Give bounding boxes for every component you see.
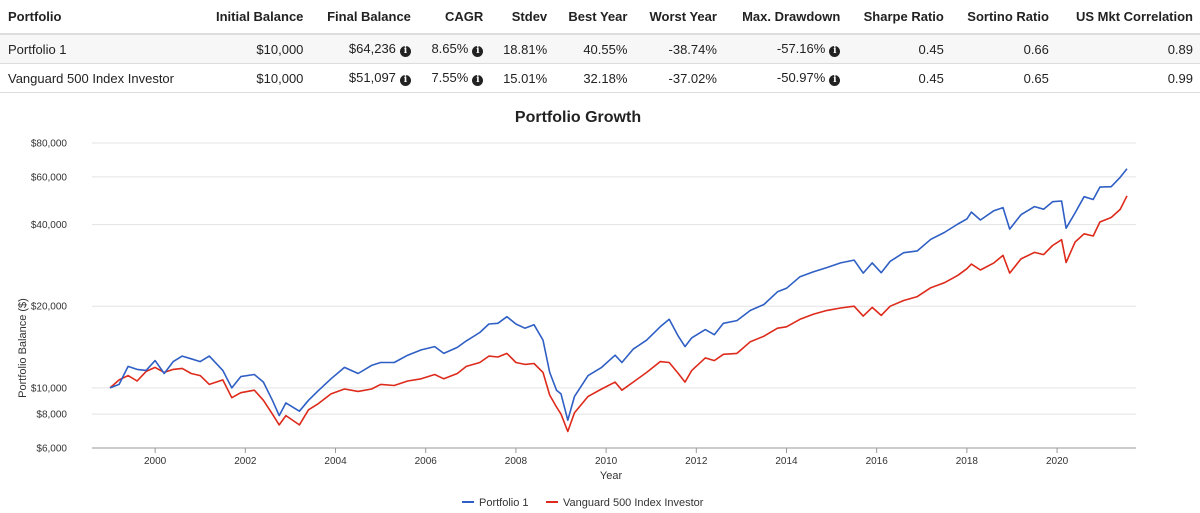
cell-value-stdev: 15.01% bbox=[503, 70, 548, 86]
y-tick-label: $60,000 bbox=[31, 172, 68, 183]
cell-name: Portfolio 1 bbox=[0, 34, 199, 64]
chart-series bbox=[109, 168, 1128, 433]
cell-stdev: 18.81% bbox=[490, 34, 555, 64]
legend-label: Vanguard 500 Index Investor bbox=[563, 497, 704, 509]
col-header-1[interactable]: Initial Balance bbox=[198, 0, 311, 35]
col-header-0[interactable]: Portfolio bbox=[0, 0, 199, 35]
legend-item-1[interactable]: Vanguard 500 Index Investor bbox=[546, 497, 704, 509]
col-header-6[interactable]: Worst Year bbox=[634, 0, 724, 35]
chart-gridlines bbox=[92, 142, 1136, 449]
cell-value-cagr: 7.55% bbox=[431, 70, 469, 85]
cell-maxdd: -50.97% i bbox=[723, 63, 848, 93]
y-tick-label: $10,000 bbox=[31, 383, 68, 394]
x-tick-label: 2002 bbox=[234, 456, 257, 467]
col-header-2[interactable]: Final Balance bbox=[310, 0, 418, 35]
cell-value-name: Portfolio 1 bbox=[8, 41, 67, 57]
cell-initial: $10,000 bbox=[198, 63, 311, 93]
cell-cagr: 7.55% i bbox=[417, 63, 491, 93]
info-icon[interactable]: i bbox=[472, 46, 484, 57]
col-header-5[interactable]: Best Year bbox=[554, 0, 635, 35]
col-header-8[interactable]: Sharpe Ratio bbox=[847, 0, 951, 35]
x-tick-label: 2020 bbox=[1046, 456, 1069, 467]
x-axis-label: Year bbox=[600, 470, 623, 482]
cell-value-best: 40.55% bbox=[583, 41, 628, 57]
cell-value-name: Vanguard 500 Index Investor bbox=[8, 70, 174, 86]
cell-stdev: 15.01% bbox=[490, 63, 555, 93]
x-tick-label: 2014 bbox=[775, 456, 798, 467]
y-tick-label: $20,000 bbox=[31, 302, 68, 313]
cell-value-worst: -38.74% bbox=[668, 41, 717, 57]
info-icon[interactable]: i bbox=[829, 75, 841, 86]
info-icon[interactable]: i bbox=[829, 46, 841, 57]
legend-item-0[interactable]: Portfolio 1 bbox=[462, 497, 529, 509]
table-row: Vanguard 500 Index Investor $10,000 $51,09… bbox=[0, 63, 1200, 93]
cell-value-worst: -37.02% bbox=[668, 70, 717, 86]
x-tick-label: 2012 bbox=[685, 456, 708, 467]
y-tick-label: $6,000 bbox=[36, 444, 67, 455]
cell-final: $64,236 i bbox=[310, 34, 418, 64]
stats-table: Portfolio Initial Balance Final Balance CAG… bbox=[0, 0, 1200, 93]
cell-value-corr: 0.89 bbox=[1167, 41, 1193, 57]
cell-sortino: 0.65 bbox=[950, 63, 1056, 93]
cell-value-maxdd: -50.97% bbox=[776, 70, 826, 85]
x-tick-label: 2010 bbox=[595, 456, 618, 467]
info-icon[interactable]: i bbox=[472, 75, 484, 86]
cell-value-cagr: 8.65% bbox=[431, 41, 469, 56]
cell-name: Vanguard 500 Index Investor bbox=[0, 63, 199, 93]
x-tick-label: 2018 bbox=[956, 456, 979, 467]
portfolio-growth-chart: Portfolio Growth $6,000 $8,000 $10,000 $20,… bbox=[17, 109, 1136, 509]
cell-value-corr: 0.99 bbox=[1167, 70, 1193, 86]
series-line-1 bbox=[109, 195, 1128, 433]
col-header-4[interactable]: Stdev bbox=[490, 0, 555, 35]
cell-worst: -38.74% bbox=[634, 34, 724, 64]
col-header-10[interactable]: US Mkt Correlation bbox=[1055, 0, 1200, 35]
cell-value-sortino: 0.66 bbox=[1023, 41, 1049, 57]
cell-cagr: 8.65% i bbox=[417, 34, 491, 64]
x-tick-label: 2006 bbox=[415, 456, 438, 467]
cell-value-sharpe: 0.45 bbox=[918, 70, 944, 86]
cell-sharpe: 0.45 bbox=[847, 63, 951, 93]
info-icon[interactable]: i bbox=[399, 75, 411, 86]
cell-best: 32.18% bbox=[554, 63, 635, 93]
cell-value-final: $64,236 bbox=[348, 41, 396, 56]
cell-value-sharpe: 0.45 bbox=[918, 41, 944, 57]
info-icon[interactable]: i bbox=[399, 46, 411, 57]
stats-header-row: Portfolio Initial Balance Final Balance CAG… bbox=[0, 0, 1200, 35]
y-tick-label: $40,000 bbox=[31, 220, 68, 231]
y-axis-ticks: $6,000 $8,000 $10,000 $20,000 $40,000 $60,000… bbox=[31, 139, 68, 455]
col-header-7[interactable]: Max. Drawdown bbox=[723, 0, 848, 35]
cell-value-sortino: 0.65 bbox=[1023, 70, 1049, 86]
cell-initial: $10,000 bbox=[198, 34, 311, 64]
cell-corr: 0.89 bbox=[1055, 34, 1200, 64]
x-axis-ticks: 2000 2002 2004 2006 2008 2010 2012 2014 2016 2018… bbox=[92, 447, 1136, 467]
x-tick-label: 2000 bbox=[144, 456, 167, 467]
series-line-0 bbox=[109, 168, 1128, 421]
cell-sharpe: 0.45 bbox=[847, 34, 951, 64]
cell-value-best: 32.18% bbox=[583, 70, 628, 86]
col-header-9[interactable]: Sortino Ratio bbox=[950, 0, 1056, 35]
legend-label: Portfolio 1 bbox=[479, 497, 529, 509]
cell-value-initial: $10,000 bbox=[256, 41, 304, 57]
chart-title: Portfolio Growth bbox=[515, 109, 641, 126]
cell-value-stdev: 18.81% bbox=[503, 41, 548, 57]
cell-worst: -37.02% bbox=[634, 63, 724, 93]
table-row: Portfolio 1 $10,000 $64,236 i 8.65% i 18.81% 40… bbox=[0, 34, 1200, 64]
y-tick-label: $8,000 bbox=[36, 410, 67, 421]
x-tick-label: 2016 bbox=[866, 456, 889, 467]
cell-best: 40.55% bbox=[554, 34, 635, 64]
col-header-3[interactable]: CAGR bbox=[417, 0, 491, 35]
cell-corr: 0.99 bbox=[1055, 63, 1200, 93]
chart-legend[interactable]: Portfolio 1 Vanguard 500 Index Investor bbox=[462, 497, 704, 509]
cell-sortino: 0.66 bbox=[950, 34, 1056, 64]
cell-final: $51,097 i bbox=[310, 63, 418, 93]
cell-value-initial: $10,000 bbox=[256, 70, 304, 86]
cell-maxdd: -57.16% i bbox=[723, 34, 848, 64]
y-tick-label: $80,000 bbox=[31, 139, 68, 150]
cell-value-final: $51,097 bbox=[348, 70, 396, 85]
x-tick-label: 2004 bbox=[324, 456, 347, 467]
y-axis-label: Portfolio Balance ($) bbox=[17, 298, 29, 398]
x-tick-label: 2008 bbox=[505, 456, 528, 467]
cell-value-maxdd: -57.16% bbox=[776, 41, 826, 56]
